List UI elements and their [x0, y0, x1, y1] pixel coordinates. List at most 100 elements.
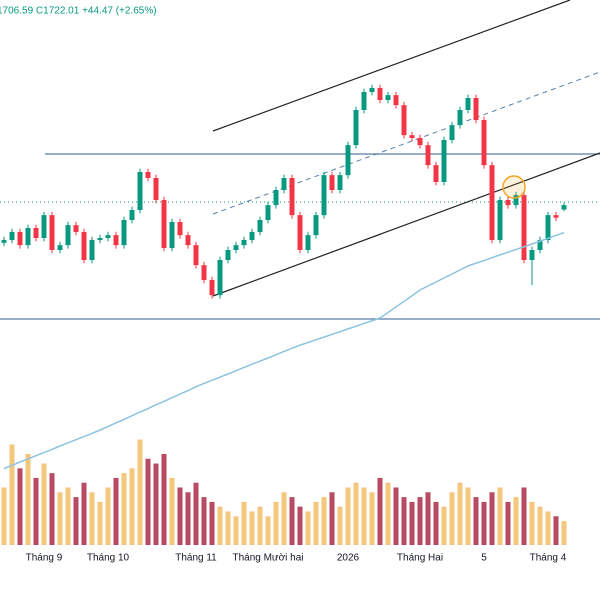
- candle-body: [417, 138, 423, 146]
- x-tick-label: Tháng 9: [26, 553, 63, 564]
- candle-body: [489, 165, 495, 240]
- volume-bar: [233, 516, 239, 545]
- volume-bar: [121, 473, 127, 545]
- candle-body: [305, 235, 311, 250]
- candle-body: [185, 235, 191, 246]
- volume-bar: [257, 506, 263, 545]
- volume-bar: [65, 487, 71, 545]
- candle-body: [473, 98, 479, 120]
- candle-body: [265, 205, 271, 220]
- candle-body: [169, 222, 175, 248]
- candle-body: [81, 232, 87, 260]
- volume-bar: [1, 487, 7, 545]
- candle-body: [89, 240, 95, 260]
- volume-bar: [513, 497, 519, 545]
- candle-body: [521, 195, 527, 260]
- volume-bar: [185, 492, 191, 545]
- candle-body: [321, 175, 327, 216]
- volume-bar: [81, 482, 87, 545]
- volume-bar: [161, 453, 167, 545]
- volume-bar: [193, 482, 199, 545]
- candle-body: [257, 220, 263, 232]
- volume-bar: [225, 511, 231, 545]
- candle-body: [393, 95, 399, 106]
- highlight-circle: [502, 175, 526, 199]
- volume-bar: [561, 521, 567, 545]
- volume-bar: [281, 492, 287, 545]
- candle-body: [385, 95, 391, 100]
- volume-bar: [441, 506, 447, 545]
- candle-body: [337, 175, 343, 190]
- volume-bar: [129, 468, 135, 545]
- candle-body: [145, 172, 151, 178]
- volume-bar: [537, 506, 543, 545]
- volume-bar: [49, 473, 55, 545]
- volume-bar: [241, 501, 247, 545]
- candle-body: [281, 178, 287, 190]
- x-tick-label: Tháng Mười hai: [232, 553, 303, 564]
- candle-body: [441, 140, 447, 182]
- candle-body: [425, 145, 431, 166]
- volume-bar: [545, 511, 551, 545]
- volume-bar: [497, 487, 503, 545]
- volume-bar: [217, 506, 223, 545]
- volume-bar: [169, 477, 175, 545]
- candle-body: [345, 145, 351, 176]
- candle-body: [113, 235, 119, 246]
- x-tick-label: Tháng 4: [530, 553, 567, 564]
- candle-body: [9, 232, 15, 240]
- candle-body: [25, 228, 31, 246]
- candle-body: [193, 245, 199, 266]
- candle-body: [233, 245, 239, 250]
- candle-body: [505, 200, 511, 206]
- candle-body: [217, 260, 223, 296]
- candle-body: [481, 120, 487, 166]
- volume-bar: [113, 477, 119, 545]
- candle-body: [313, 215, 319, 236]
- candle-body: [177, 222, 183, 236]
- volume-bar: [105, 487, 111, 545]
- candle-body: [545, 215, 551, 240]
- volume-bar: [249, 511, 255, 545]
- x-tick-label: 2026: [337, 553, 360, 564]
- x-tick-label: Tháng Hai: [397, 553, 443, 564]
- volume-bar: [97, 501, 103, 545]
- candle-body: [449, 125, 455, 140]
- volume-bar: [265, 516, 271, 545]
- volume-bar: [361, 487, 367, 545]
- candle-body: [297, 215, 303, 250]
- volume-bar: [473, 497, 479, 545]
- volume-bar: [289, 497, 295, 545]
- candle-body: [33, 228, 39, 238]
- volume-bar: [321, 497, 327, 545]
- volume-bar: [9, 444, 15, 545]
- candle-body: [409, 135, 415, 138]
- volume-bar: [145, 458, 151, 545]
- volume-bar: [201, 497, 207, 545]
- candle-body: [513, 195, 519, 206]
- volume-bar: [313, 501, 319, 545]
- volume-bar: [417, 497, 423, 545]
- candle-body: [121, 220, 127, 246]
- candle-body: [377, 88, 383, 100]
- volume-bar: [33, 477, 39, 545]
- candle-body: [561, 205, 567, 210]
- volume-bar: [385, 482, 391, 545]
- volume-bar: [329, 492, 335, 545]
- candle-body: [433, 165, 439, 182]
- volume-bar: [153, 463, 159, 545]
- candle-body: [497, 200, 503, 240]
- volume-bar: [457, 482, 463, 545]
- candle-body: [401, 105, 407, 136]
- x-tick-label: Tháng 10: [87, 553, 130, 564]
- candle-body: [97, 238, 103, 240]
- candle-body: [57, 245, 63, 250]
- candle-body: [457, 110, 463, 126]
- candle-body: [465, 98, 471, 110]
- candle-body: [1, 240, 7, 243]
- candle-body: [241, 240, 247, 246]
- candle-body: [73, 225, 79, 232]
- volume-bar: [337, 506, 343, 545]
- volume-bar: [25, 453, 31, 545]
- volume-bar: [465, 487, 471, 545]
